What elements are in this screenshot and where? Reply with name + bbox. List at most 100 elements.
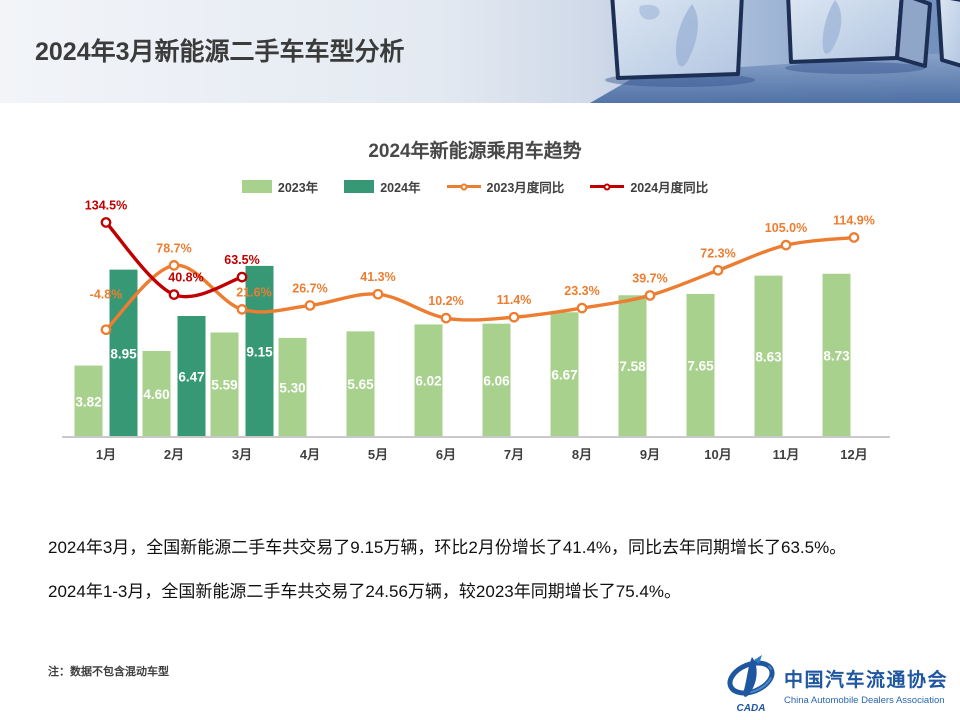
chart-legend: 2023年 2024年 2023月度同比 2024月度同比 bbox=[0, 177, 950, 196]
pct-label: -4.8% bbox=[90, 288, 123, 302]
bar-2023年-3月 bbox=[210, 332, 239, 437]
x-tick-label: 5月 bbox=[368, 447, 388, 462]
bar-2023年-11月 bbox=[754, 275, 783, 437]
x-tick-label: 11月 bbox=[773, 447, 800, 462]
x-tick-label: 12月 bbox=[840, 447, 867, 462]
x-tick-label: 9月 bbox=[640, 447, 660, 462]
pct-label: 26.7% bbox=[292, 281, 327, 295]
legend-marker-dot bbox=[603, 183, 611, 190]
legend-line-swatch bbox=[590, 180, 625, 193]
x-tick-label: 4月 bbox=[300, 447, 320, 462]
line-marker bbox=[100, 324, 112, 336]
summary-paragraph-2: 2024年1-3月，全国新能源二手车共交易了24.56万辆，较2023年同期增长… bbox=[48, 582, 681, 601]
floor-graphic bbox=[590, 52, 960, 103]
legend-item-2024年: 2024年 bbox=[344, 177, 421, 196]
legend-bar-swatch bbox=[241, 180, 272, 193]
bar-value-label: 4.60 bbox=[143, 387, 169, 402]
cada-wordmark: CADA bbox=[737, 703, 766, 714]
org-name-cn: 中国汽车流通协会 bbox=[784, 670, 949, 691]
bar-value-label: 8.63 bbox=[755, 349, 782, 364]
bar-2024年-3月 bbox=[245, 265, 274, 437]
line-marker bbox=[168, 289, 180, 300]
x-tick-label: 2月 bbox=[164, 447, 184, 462]
legend-label: 2024年 bbox=[380, 181, 421, 195]
bar-2023年-5月 bbox=[346, 331, 375, 437]
bar-value-label: 5.30 bbox=[279, 380, 305, 395]
header-background-graphic bbox=[0, 0, 960, 103]
x-tick-label: 1月 bbox=[96, 447, 116, 462]
pct-label: 11.4% bbox=[497, 293, 532, 307]
bar-value-label: 6.47 bbox=[178, 370, 204, 385]
header-banner: 2024年3月新能源二手车车型分析 bbox=[0, 0, 960, 103]
bar-2024年-2月 bbox=[177, 316, 206, 437]
trend-chart: 3.82 4.60 5.59 5.30 5.65 6.02 6.06 6.67 7.58 7.65… bbox=[62, 198, 890, 462]
pct-label: 78.7% bbox=[156, 241, 191, 255]
line-marker bbox=[236, 304, 248, 315]
pct-label: 23.3% bbox=[564, 284, 599, 298]
pct-label: 39.7% bbox=[632, 271, 667, 285]
pct-label: 41.3% bbox=[360, 270, 395, 284]
legend-marker-dot bbox=[460, 183, 467, 190]
legend-line-swatch bbox=[446, 180, 481, 193]
bar-2023年-10月 bbox=[686, 293, 715, 437]
bar-value-label: 7.58 bbox=[619, 359, 646, 374]
bar-2023年-7月 bbox=[482, 323, 511, 437]
bar-value-label: 7.65 bbox=[687, 358, 714, 373]
bar-value-label: 6.02 bbox=[415, 374, 441, 389]
footnote: 注：数据不包含混动车型 bbox=[48, 666, 169, 678]
x-tick-label: 10月 bbox=[704, 447, 731, 462]
bar-value-label: 6.06 bbox=[483, 373, 510, 388]
cube-graphic bbox=[936, 0, 960, 68]
line-marker bbox=[236, 271, 248, 283]
bar-2023年-1月 bbox=[74, 365, 103, 437]
line-marker bbox=[644, 290, 656, 301]
bar-2023年-8月 bbox=[550, 312, 579, 437]
line-marker bbox=[508, 311, 520, 323]
x-tick-label: 8月 bbox=[572, 447, 592, 462]
legend-bar-swatch bbox=[344, 180, 375, 193]
line-marker bbox=[100, 217, 112, 228]
legend-label: 2023月度同比 bbox=[486, 181, 565, 195]
line-marker bbox=[576, 302, 588, 314]
bar-2023年-9月 bbox=[618, 295, 647, 437]
cube-graphic bbox=[610, 0, 744, 80]
pct-label: 21.6% bbox=[236, 285, 271, 299]
bar-value-label: 5.59 bbox=[211, 378, 237, 393]
pct-label: 114.9% bbox=[833, 214, 875, 228]
page-title: 2024年3月新能源二手车车型分析 bbox=[35, 38, 405, 66]
bar-2023年-2月 bbox=[142, 350, 171, 437]
cada-emblem-icon: CADA bbox=[727, 655, 775, 714]
bar-value-label: 8.73 bbox=[823, 348, 850, 363]
line-marker bbox=[372, 288, 384, 300]
legend-label: 2024月度同比 bbox=[630, 181, 709, 195]
org-name-en: China Automobile Dealers Association bbox=[784, 695, 945, 706]
line-2023月度同比 bbox=[104, 235, 856, 332]
pct-label: 10.2% bbox=[428, 294, 463, 308]
x-tick-label: 3月 bbox=[232, 447, 252, 462]
cube-graphic bbox=[786, 0, 932, 68]
pct-label: 63.5% bbox=[224, 253, 259, 267]
legend-item-2023年: 2023年 bbox=[241, 177, 319, 196]
pct-label: 72.3% bbox=[700, 246, 735, 260]
organization-logo: CADA 中国汽车流通协会 China Automobile Dealers A… bbox=[725, 654, 948, 714]
pct-label: 105.0% bbox=[765, 221, 807, 235]
line-marker bbox=[780, 239, 792, 251]
line-marker bbox=[712, 264, 724, 276]
bar-2023年-12月 bbox=[822, 273, 851, 437]
line-marker bbox=[848, 232, 860, 243]
legend-item-2024月度同比: 2024月度同比 bbox=[590, 177, 708, 196]
line-marker bbox=[304, 300, 316, 311]
summary-paragraph-1: 2024年3月，全国新能源二手车共交易了9.15万辆，环比2月份增长了41.4%… bbox=[48, 538, 847, 557]
x-tick-label: 7月 bbox=[504, 447, 524, 462]
pct-label: 40.8% bbox=[168, 271, 203, 285]
x-tick-label: 6月 bbox=[436, 447, 456, 462]
bar-value-label: 6.67 bbox=[551, 368, 577, 383]
line-marker bbox=[168, 260, 180, 271]
bar-value-label: 3.82 bbox=[75, 394, 101, 409]
chart-title: 2024年新能源乘用车趋势 bbox=[368, 141, 582, 162]
bar-value-label: 8.95 bbox=[110, 346, 137, 361]
bar-value-label: 9.15 bbox=[246, 344, 273, 359]
bar-2023年-4月 bbox=[278, 337, 307, 437]
legend-label: 2023年 bbox=[277, 181, 319, 195]
